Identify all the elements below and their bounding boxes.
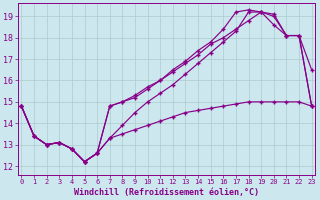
X-axis label: Windchill (Refroidissement éolien,°C): Windchill (Refroidissement éolien,°C) xyxy=(74,188,259,197)
